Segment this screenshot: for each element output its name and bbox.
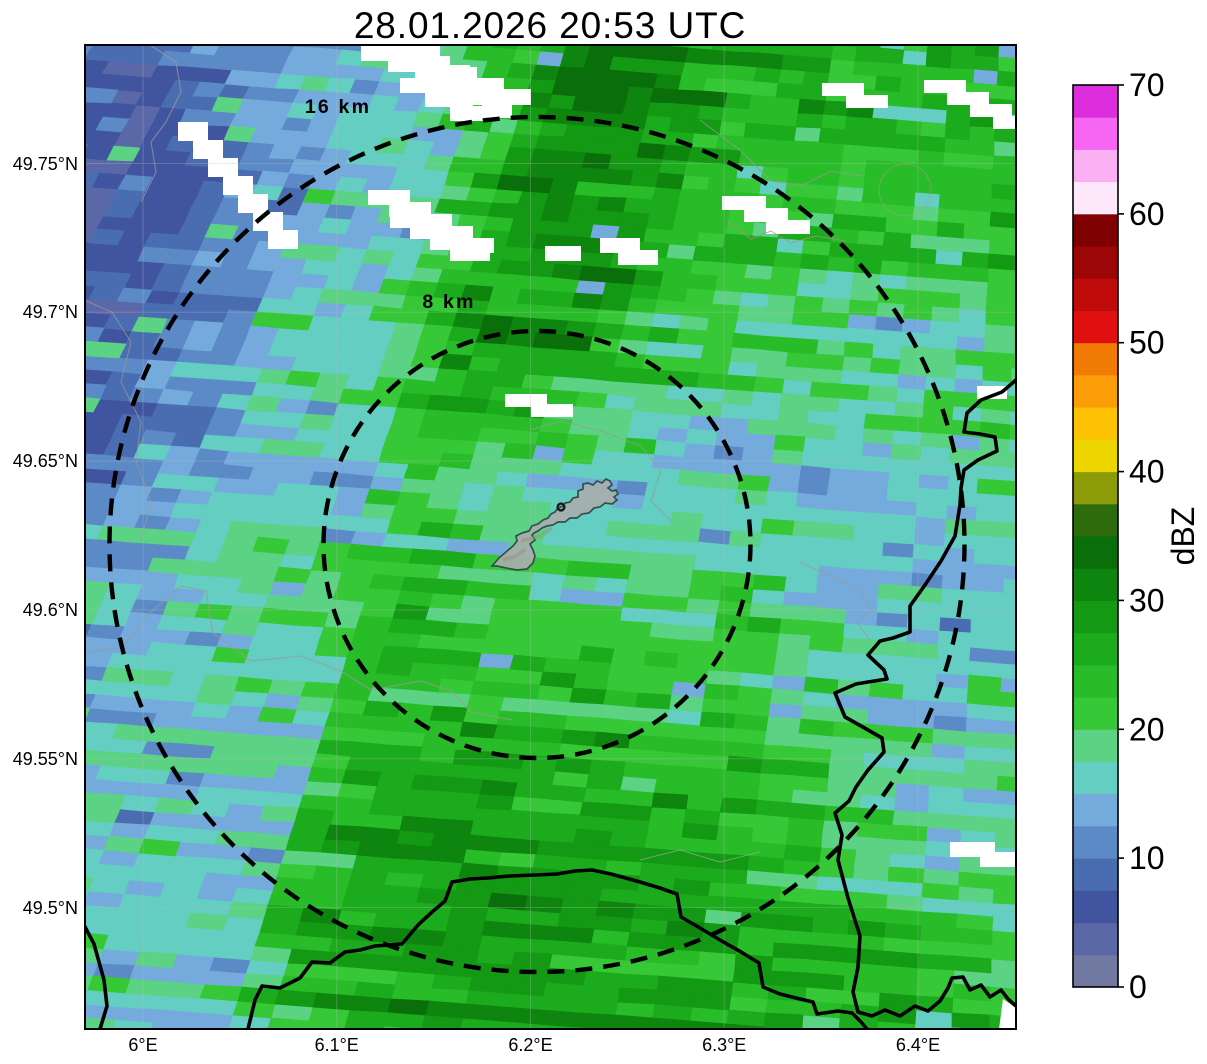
svg-text:20: 20 xyxy=(1129,711,1165,747)
svg-text:8 km: 8 km xyxy=(422,291,475,313)
svg-text:49.5°N: 49.5°N xyxy=(23,898,78,918)
svg-text:16 km: 16 km xyxy=(305,96,371,118)
svg-text:dBZ: dBZ xyxy=(1165,507,1201,566)
svg-text:49.7°N: 49.7°N xyxy=(23,302,78,322)
svg-text:6.4°E: 6.4°E xyxy=(896,1035,940,1055)
svg-text:6°E: 6°E xyxy=(128,1035,157,1055)
svg-text:6.2°E: 6.2°E xyxy=(508,1035,552,1055)
svg-text:49.65°N: 49.65°N xyxy=(13,451,78,471)
svg-text:50: 50 xyxy=(1129,325,1165,361)
svg-text:49.55°N: 49.55°N xyxy=(13,749,78,769)
svg-text:10: 10 xyxy=(1129,840,1165,876)
svg-text:28.01.2026 20:53 UTC: 28.01.2026 20:53 UTC xyxy=(354,5,746,46)
svg-text:6.1°E: 6.1°E xyxy=(315,1035,359,1055)
svg-text:0: 0 xyxy=(1129,969,1147,1005)
svg-text:30: 30 xyxy=(1129,582,1165,618)
svg-text:40: 40 xyxy=(1129,454,1165,490)
svg-text:60: 60 xyxy=(1129,196,1165,232)
svg-text:70: 70 xyxy=(1129,67,1165,103)
svg-text:49.75°N: 49.75°N xyxy=(13,154,78,174)
svg-text:6.3°E: 6.3°E xyxy=(702,1035,746,1055)
svg-text:49.6°N: 49.6°N xyxy=(23,600,78,620)
